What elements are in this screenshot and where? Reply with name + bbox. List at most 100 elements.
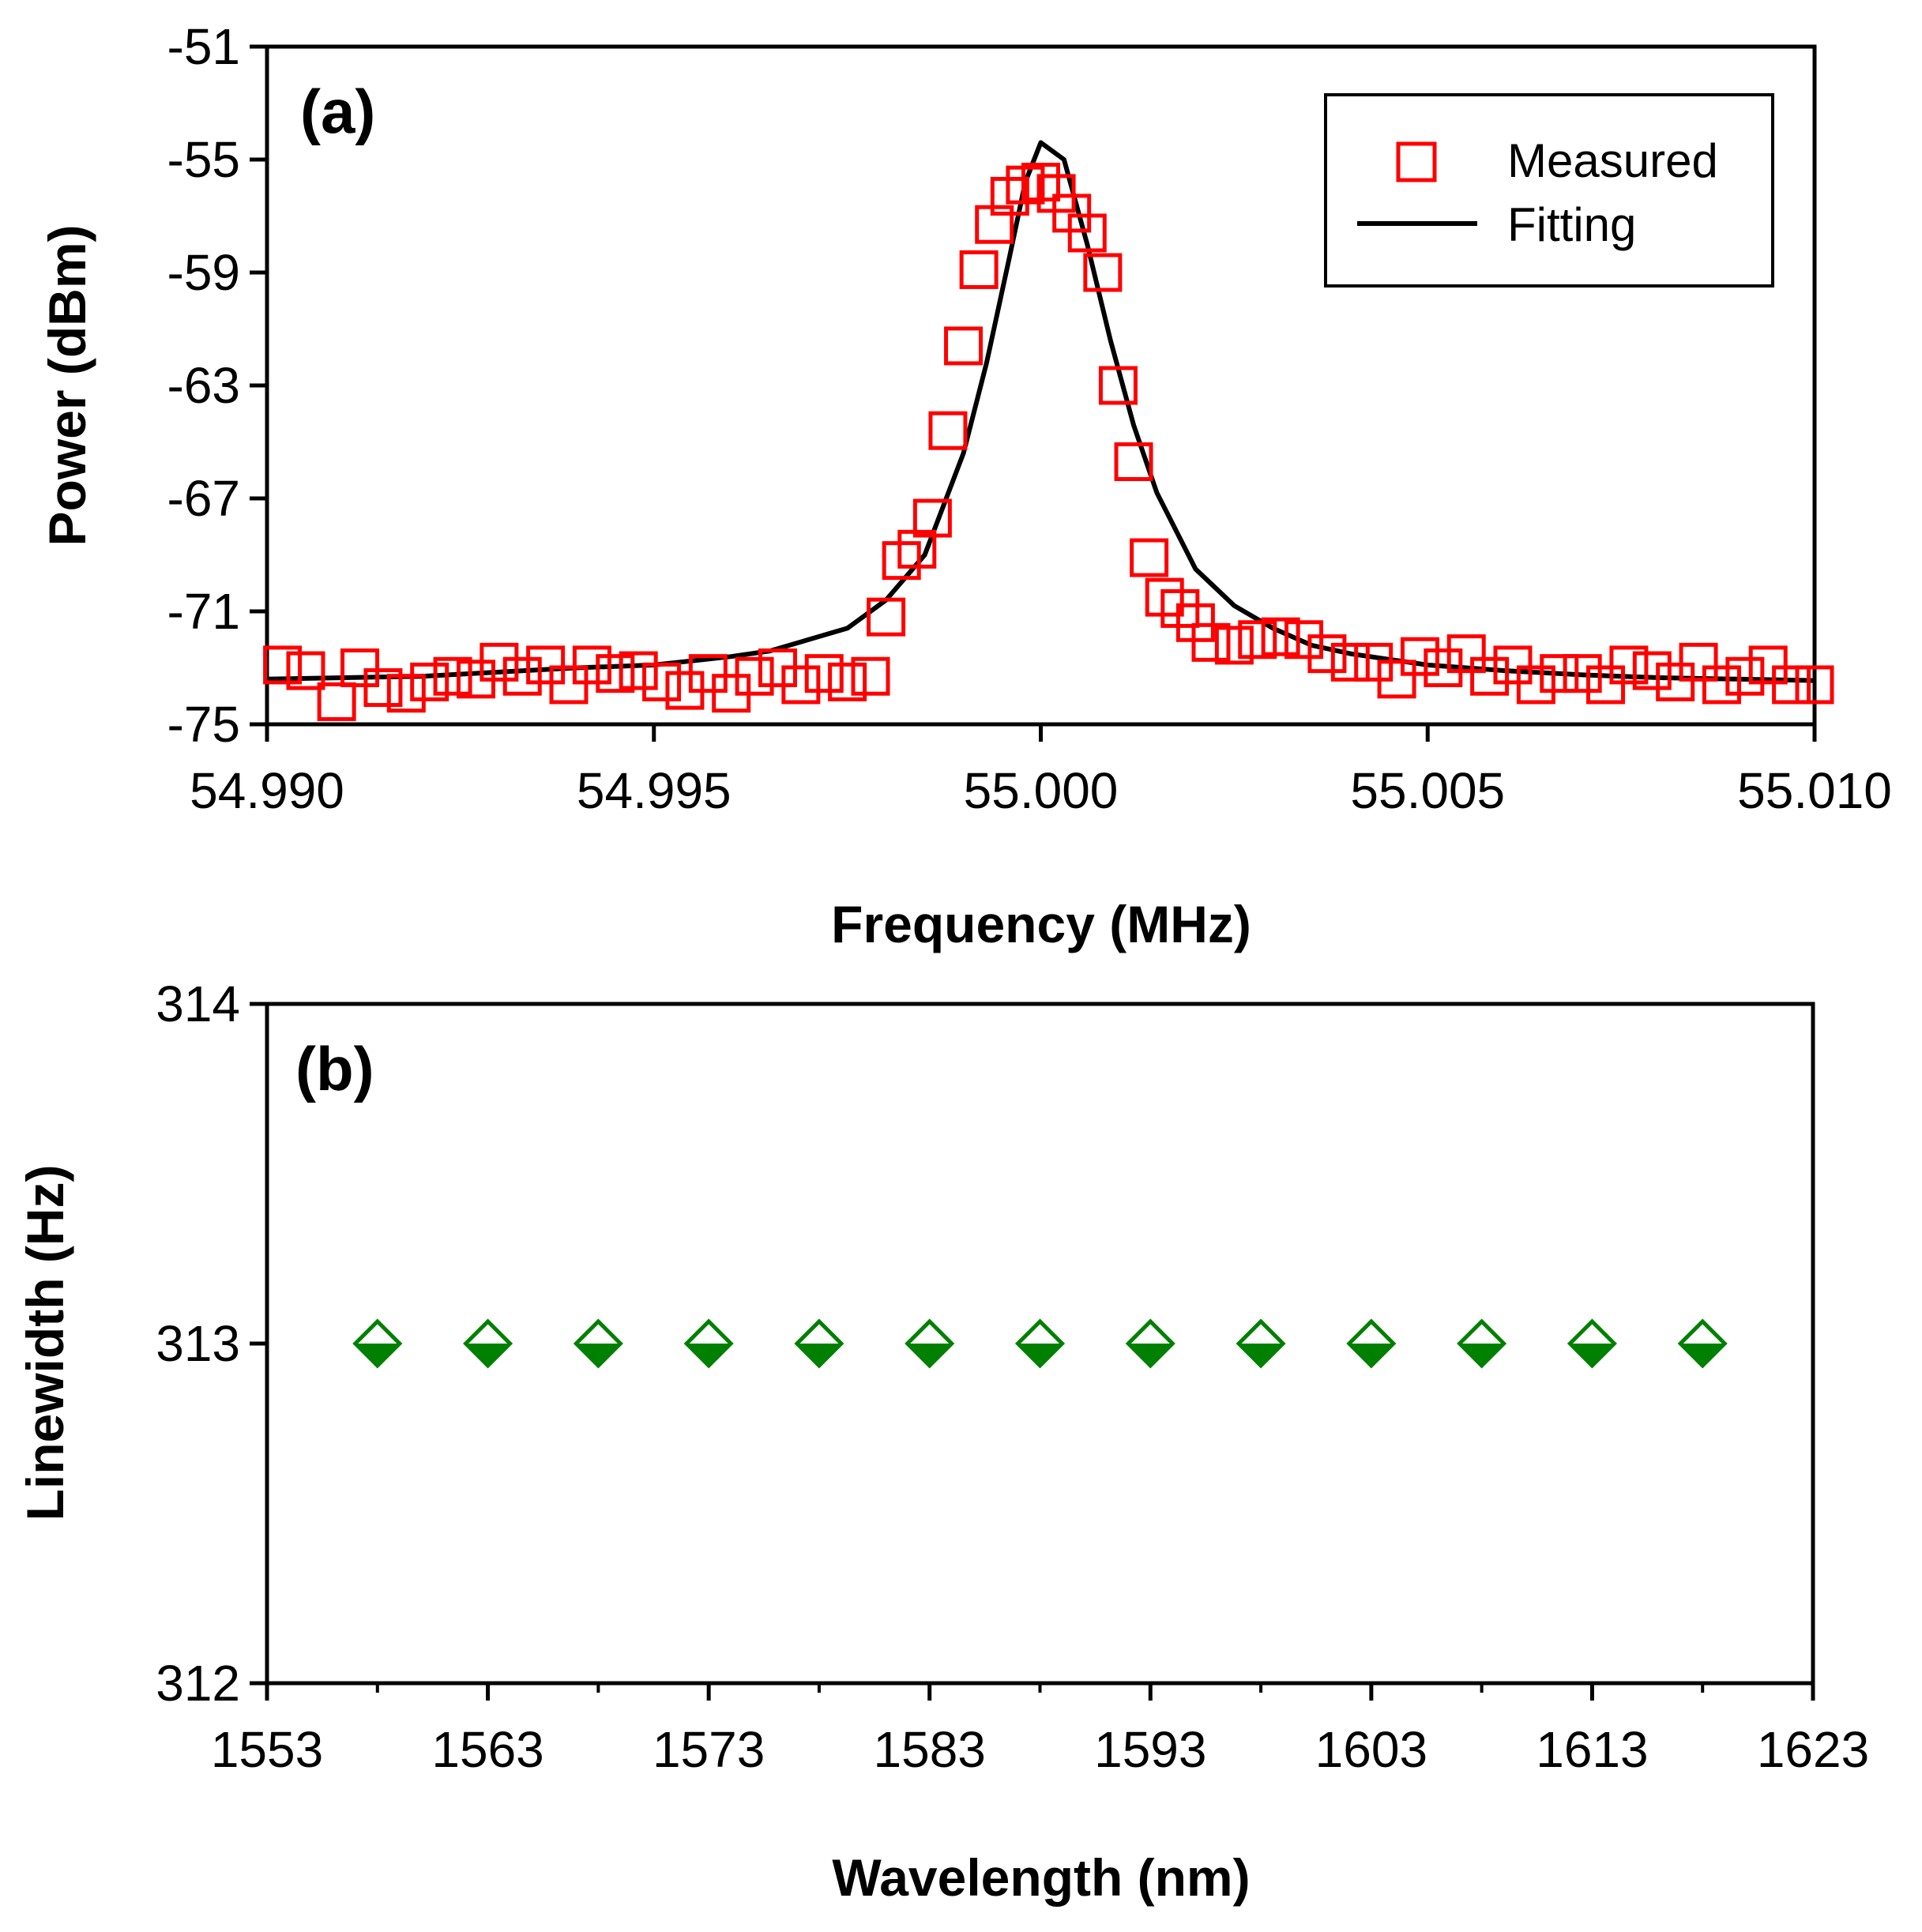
x-tick-label: 54.990: [190, 762, 344, 819]
measured-point: [526, 645, 566, 685]
measured-point: [828, 662, 867, 701]
x-tick-label: 55.000: [964, 762, 1119, 819]
measured-point: [1307, 634, 1347, 674]
x-ticks-b: 1553 1563 1573 1583 1593 1603 1613 1623: [211, 1683, 1869, 1778]
x-tick-label: 55.005: [1350, 762, 1505, 819]
measured-point: [928, 411, 968, 450]
panel-b: (b) 312 313 314 1553 1563 1573 1583 1593 1603 16…: [16, 975, 1869, 1907]
y-tick-label: -59: [167, 244, 241, 301]
y-axis-title-a: Power (dBm): [38, 224, 96, 546]
measured-point: [1098, 366, 1138, 405]
measured-point: [1067, 213, 1107, 253]
measured-point: [1679, 642, 1718, 682]
linewidth-point: [573, 1318, 623, 1369]
linewidth-point: [1346, 1318, 1397, 1369]
measured-point: [1424, 648, 1463, 687]
y-tick-label: 314: [156, 975, 240, 1032]
measured-point: [340, 648, 380, 687]
measured-point: [851, 656, 890, 696]
diamond-outline: [463, 1318, 513, 1369]
measured-point: [410, 662, 449, 701]
linewidth-point: [1014, 1318, 1066, 1369]
diamond-lower-half: [1680, 1344, 1725, 1366]
x-axis-title-b: Wavelength (nm): [832, 1848, 1250, 1907]
measured-point: [1330, 642, 1370, 682]
linewidth-point: [905, 1318, 955, 1369]
linewidth-point: [1236, 1318, 1286, 1369]
y-tick-label: -55: [167, 131, 241, 188]
diamond-lower-half: [355, 1344, 400, 1366]
x-tick-label: 55.010: [1737, 762, 1892, 819]
linewidth-point: [1457, 1318, 1507, 1369]
linewidth-point: [463, 1318, 513, 1369]
panel-a: (a) -75 -71 -67 -63 -59 -55 -51 54.990 54.995 55…: [38, 18, 1892, 953]
measured-point: [596, 654, 635, 693]
measured-point: [1400, 637, 1439, 676]
measured-point: [1238, 620, 1277, 660]
measured-point: [1540, 654, 1579, 693]
measured-point: [1214, 626, 1254, 665]
measured-markers: [263, 163, 1834, 721]
diamond-outline: [1677, 1318, 1728, 1369]
diamond-lower-half: [576, 1344, 621, 1366]
linewidth-point: [794, 1318, 844, 1369]
measured-point: [804, 654, 844, 693]
measured-point: [959, 250, 999, 289]
measured-point: [480, 642, 519, 682]
linewidth-point: [1125, 1318, 1175, 1369]
measured-point: [1284, 620, 1324, 660]
legend-measured-marker: [1396, 141, 1437, 182]
diamond-lower-half: [1239, 1344, 1284, 1366]
y-tick-label: -67: [167, 470, 241, 527]
x-tick-label: 1623: [1757, 1721, 1869, 1778]
measured-point: [619, 651, 658, 690]
measured-point: [1114, 442, 1153, 482]
x-tick-label: 1613: [1536, 1721, 1648, 1778]
measured-point: [735, 656, 774, 696]
x-axis-title-a: Frequency (MHz): [831, 895, 1251, 953]
diamond-lower-half: [465, 1344, 510, 1366]
x-tick-label: 54.995: [577, 762, 732, 819]
measured-point: [1586, 665, 1626, 705]
measured-point: [1493, 645, 1533, 685]
measured-point: [1725, 656, 1765, 696]
x-ticks-a: 54.990 54.995 55.000 55.005 55.010: [190, 724, 1892, 819]
x-tick-label: 1593: [1094, 1721, 1206, 1778]
measured-point: [1702, 665, 1741, 705]
measured-point: [1083, 253, 1123, 292]
diamond-lower-half: [1017, 1344, 1063, 1366]
y-tick-label: -63: [167, 357, 241, 414]
x-tick-label: 1563: [431, 1721, 544, 1778]
legend-box: [1324, 93, 1774, 288]
panel-label-a: (a): [300, 77, 375, 146]
diamond-outline: [1457, 1318, 1507, 1369]
linewidth-markers: [352, 1318, 1728, 1369]
y-ticks-a: -75 -71 -67 -63 -59 -55 -51: [167, 18, 267, 753]
measured-point: [502, 656, 542, 696]
measured-point: [688, 654, 728, 693]
measured-point: [781, 665, 821, 705]
panel-label-b: (b): [295, 1034, 374, 1103]
diamond-outline: [683, 1318, 734, 1369]
diamond-lower-half: [686, 1344, 732, 1366]
diamond-outline: [573, 1318, 623, 1369]
legend-fitting-label: Fitting: [1507, 198, 1636, 251]
y-tick-label: -51: [167, 18, 241, 75]
linewidth-point: [683, 1318, 734, 1369]
diamond-outline: [1125, 1318, 1175, 1369]
diamond-outline: [352, 1318, 403, 1369]
measured-point: [549, 665, 589, 705]
measured-point: [1772, 665, 1811, 705]
measured-point: [433, 656, 472, 696]
x-tick-label: 1603: [1315, 1721, 1427, 1778]
y-ticks-b: 312 313 314: [156, 975, 267, 1712]
diamond-outline: [794, 1318, 844, 1369]
measured-point: [867, 597, 906, 637]
measured-point: [1632, 651, 1672, 690]
measured-point: [286, 651, 325, 690]
measured-point: [1377, 660, 1416, 699]
measured-point: [386, 674, 426, 713]
diamond-lower-half: [1128, 1344, 1173, 1366]
